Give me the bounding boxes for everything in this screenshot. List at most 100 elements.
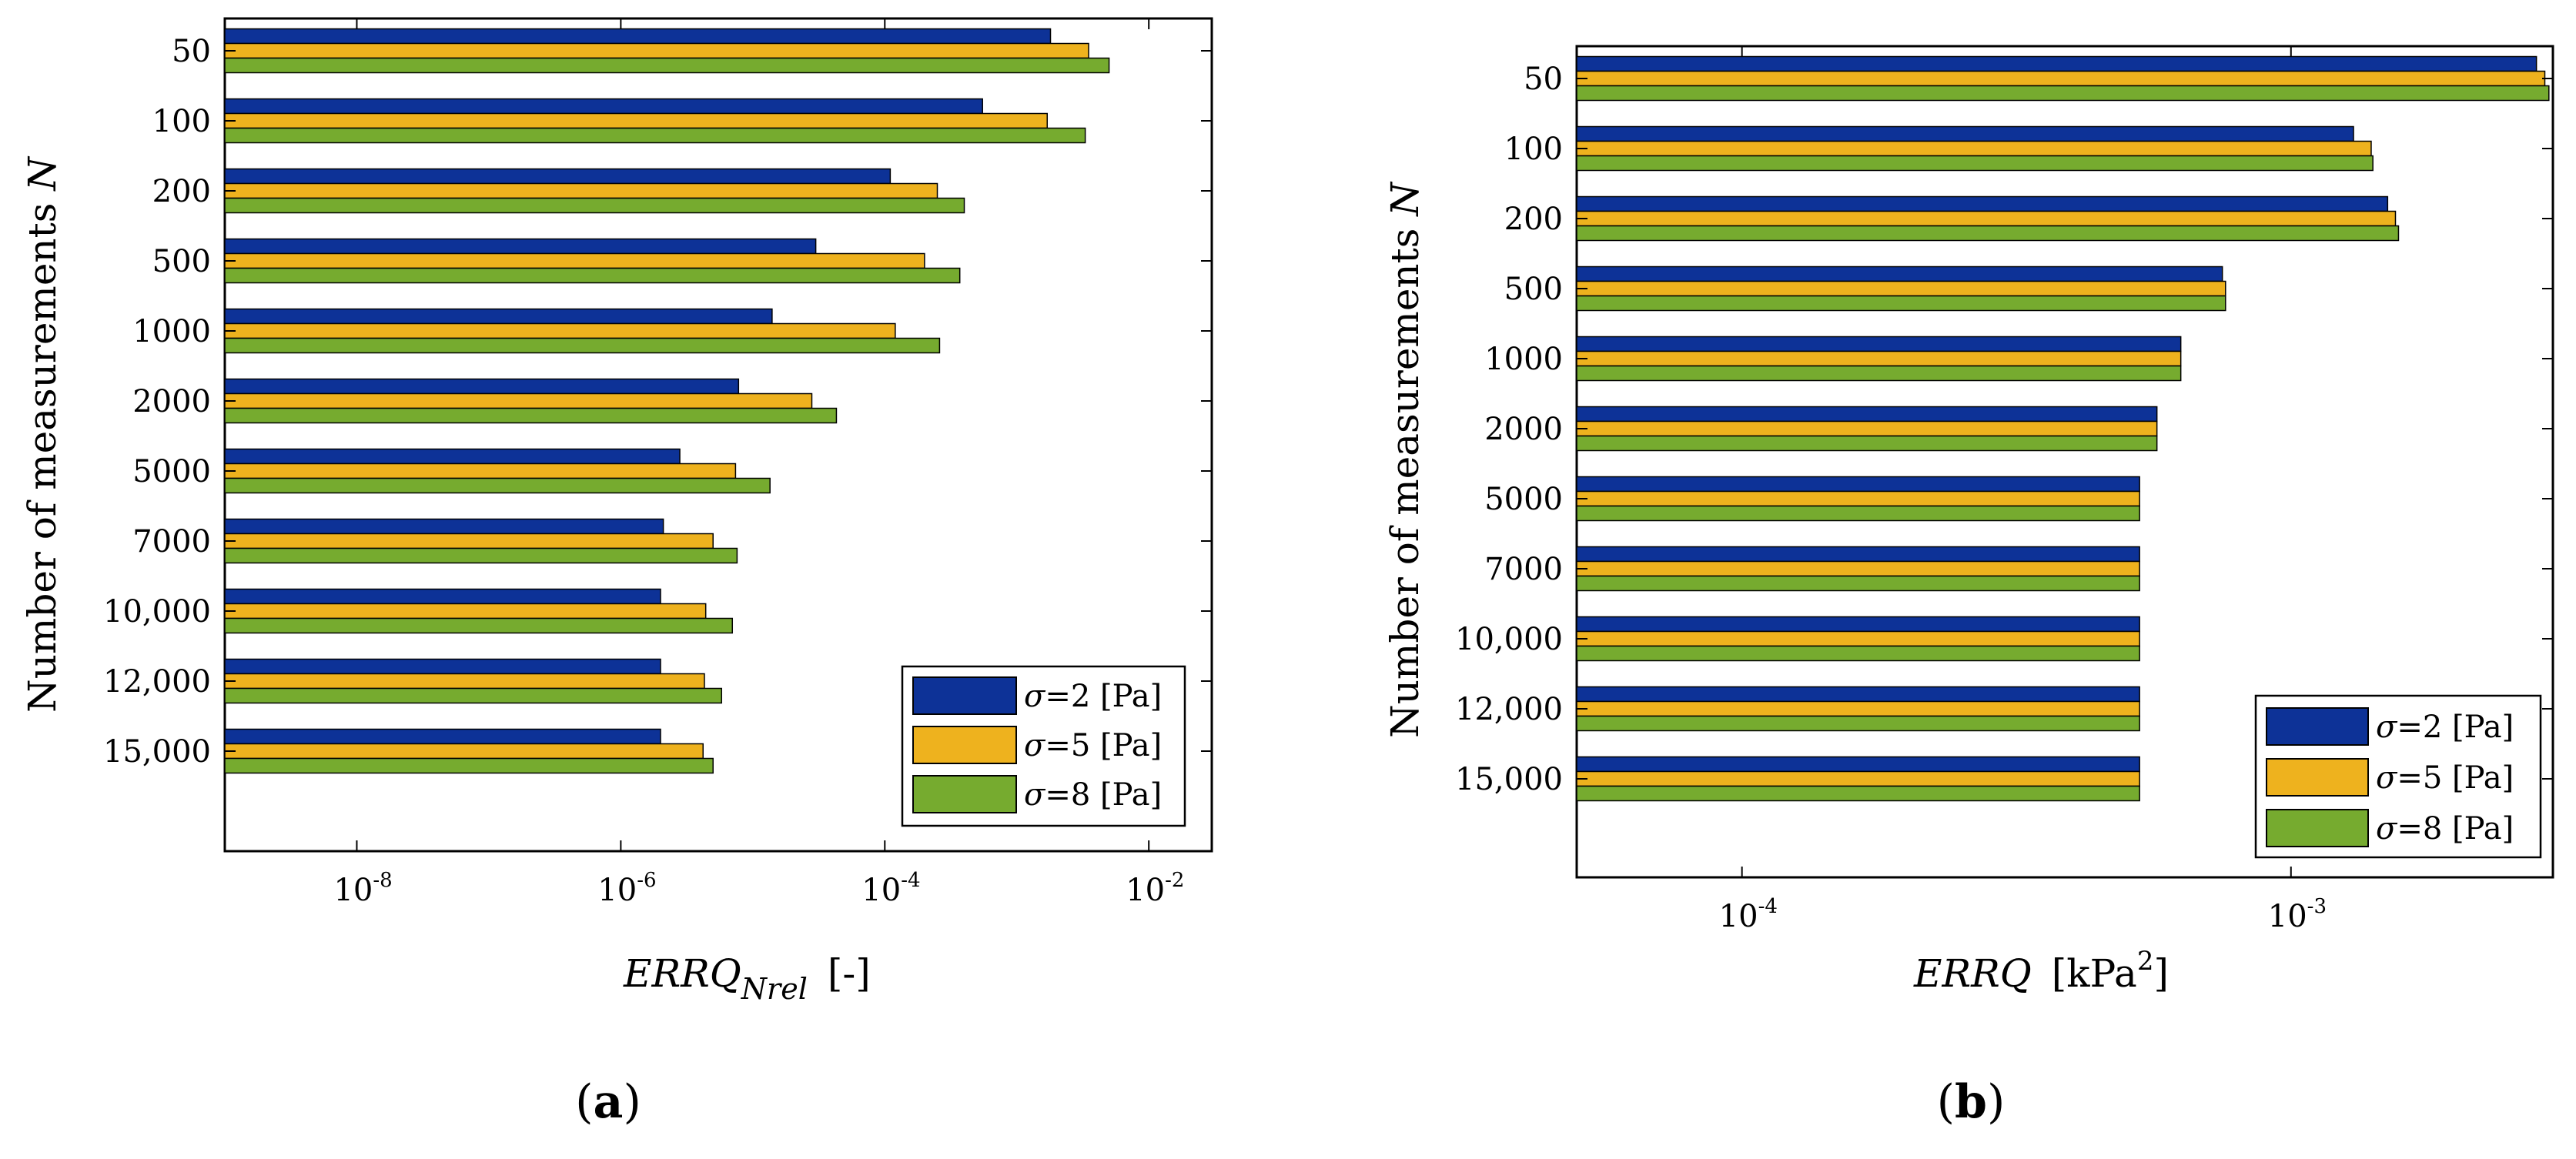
bar-sigma8 (1576, 645, 2140, 662)
y-tick-label: 1000 (1484, 342, 1563, 377)
bar-sigma5 (1576, 700, 2140, 717)
x-tick-label: 10-4 (861, 869, 920, 908)
y-tick-label: 7000 (1484, 552, 1563, 587)
bar-sigma8 (224, 337, 941, 354)
y-tick-label: 100 (1504, 132, 1563, 167)
x-axis-label: ERRQ [kPa2] (1913, 946, 2169, 996)
bar-sigma5 (1576, 280, 2226, 297)
bar-sigma5 (1576, 70, 2546, 87)
bar-sigma5 (1576, 140, 2372, 157)
y-tick-label: 7000 (132, 524, 211, 559)
panel-b-chart: 50 100 200 500 1000 2000 5000 7000 10,000 12,000 1… (1383, 45, 2554, 1129)
bar-sigma2 (1576, 336, 2182, 352)
y-tick-label: 200 (152, 174, 211, 209)
bar-sigma2 (224, 238, 817, 255)
bar-sigma2 (224, 308, 773, 325)
x-tick-group: 10-8 10-6 10-4 10-2 (333, 18, 1184, 908)
bar-sigma8 (224, 407, 838, 424)
bar-sigma8 (224, 617, 734, 634)
legend-swatch-sigma5 (912, 726, 1017, 764)
bar-sigma8 (1576, 785, 2140, 802)
bar-sigma5 (224, 112, 1049, 129)
bar-sigma5 (1576, 490, 2140, 507)
bar-sigma5 (1576, 630, 2140, 647)
legend-swatch-sigma5 (2266, 758, 2369, 797)
bar-sigma2 (1576, 125, 2354, 142)
panel-a-chart: 50 100 200 500 1000 2000 5000 7000 10,000 12,000 1… (20, 17, 1213, 1129)
bar-sigma8 (224, 57, 1110, 74)
x-tick-label: 10-4 (1719, 895, 1778, 934)
legend: σ=2 [Pa] σ=5 [Pa] σ=8 [Pa] (901, 665, 1186, 827)
y-tick-group: 50 100 200 500 1000 2000 5000 7000 10,000 12,000 1… (1455, 62, 2553, 797)
y-axis-label: Number of measurements N (1383, 181, 1427, 738)
bar-sigma5 (1576, 420, 2158, 437)
bar-sigma8 (224, 687, 723, 704)
y-tick-label: 5000 (1484, 482, 1563, 517)
bar-sigma2 (1576, 546, 2140, 563)
bar-sigma2 (1576, 195, 2389, 212)
bar-sigma2 (1576, 686, 2140, 703)
bar-sigma2 (224, 728, 661, 745)
bar-sigma2 (224, 168, 892, 185)
bar-sigma8 (1576, 225, 2400, 242)
legend-swatch-sigma2 (2266, 707, 2369, 746)
y-tick-label: 2000 (1484, 412, 1563, 447)
bar-sigma8 (1576, 365, 2182, 382)
y-tick-label: 100 (152, 104, 211, 139)
bar-sigma8 (224, 547, 738, 564)
bar-sigma2 (224, 518, 664, 535)
y-axis-label: Number of measurements N (20, 155, 65, 713)
x-tick-label: 10-2 (1126, 869, 1184, 908)
bar-sigma8 (224, 197, 965, 214)
y-tick-label: 1000 (132, 314, 211, 349)
bar-sigma2 (1576, 476, 2140, 493)
bar-sigma8 (1576, 155, 2374, 172)
bar-sigma2 (1576, 756, 2140, 773)
y-tick-label: 12,000 (103, 664, 211, 700)
bar-sigma2 (1576, 616, 2140, 633)
legend-swatch-sigma8 (2266, 809, 2369, 847)
y-tick-label: 5000 (132, 454, 211, 489)
bar-sigma5 (224, 673, 705, 690)
bar-sigma8 (1576, 575, 2140, 592)
y-tick-label: 2000 (132, 384, 211, 419)
bar-sigma5 (1576, 210, 2397, 227)
bar-sigma8 (1576, 715, 2140, 732)
bar-sigma5 (224, 743, 704, 760)
bars-group (1576, 55, 2550, 802)
bar-sigma5 (1576, 770, 2140, 787)
y-tick-label: 50 (1524, 62, 1563, 97)
bar-sigma2 (224, 658, 661, 675)
legend-label-sigma5: σ=5 [Pa] (1024, 728, 1162, 763)
bar-sigma2 (224, 448, 681, 465)
bar-sigma2 (224, 378, 740, 395)
bar-sigma2 (224, 98, 983, 115)
x-tick-label: 10-6 (597, 869, 656, 908)
bar-sigma5 (224, 322, 896, 339)
bars-group (224, 28, 1110, 774)
y-tick-label: 15,000 (1455, 762, 1563, 797)
bar-sigma5 (224, 603, 707, 620)
x-tick-label: 10-3 (2268, 895, 2327, 934)
bar-sigma5 (224, 182, 938, 199)
y-tick-label: 10,000 (103, 594, 211, 630)
x-tick-label: 10-8 (333, 869, 392, 908)
legend-label-sigma2: σ=2 [Pa] (1024, 679, 1162, 714)
legend-label-sigma8: σ=8 [Pa] (2376, 811, 2514, 847)
bar-sigma5 (224, 533, 714, 549)
panel-label-b: (b) (1937, 1075, 2006, 1129)
bar-sigma2 (1576, 55, 2538, 72)
bar-sigma8 (1576, 435, 2158, 452)
y-tick-label: 15,000 (103, 734, 211, 770)
bar-sigma8 (224, 757, 714, 774)
bar-sigma2 (1576, 266, 2223, 282)
bar-sigma8 (224, 127, 1086, 144)
bar-sigma8 (224, 267, 961, 284)
bar-sigma2 (224, 28, 1052, 45)
bar-sigma8 (224, 477, 771, 494)
y-tick-label: 500 (152, 244, 211, 279)
bar-sigma2 (1576, 406, 2158, 423)
bar-sigma2 (224, 588, 661, 605)
legend-label-sigma2: σ=2 [Pa] (2376, 710, 2514, 745)
